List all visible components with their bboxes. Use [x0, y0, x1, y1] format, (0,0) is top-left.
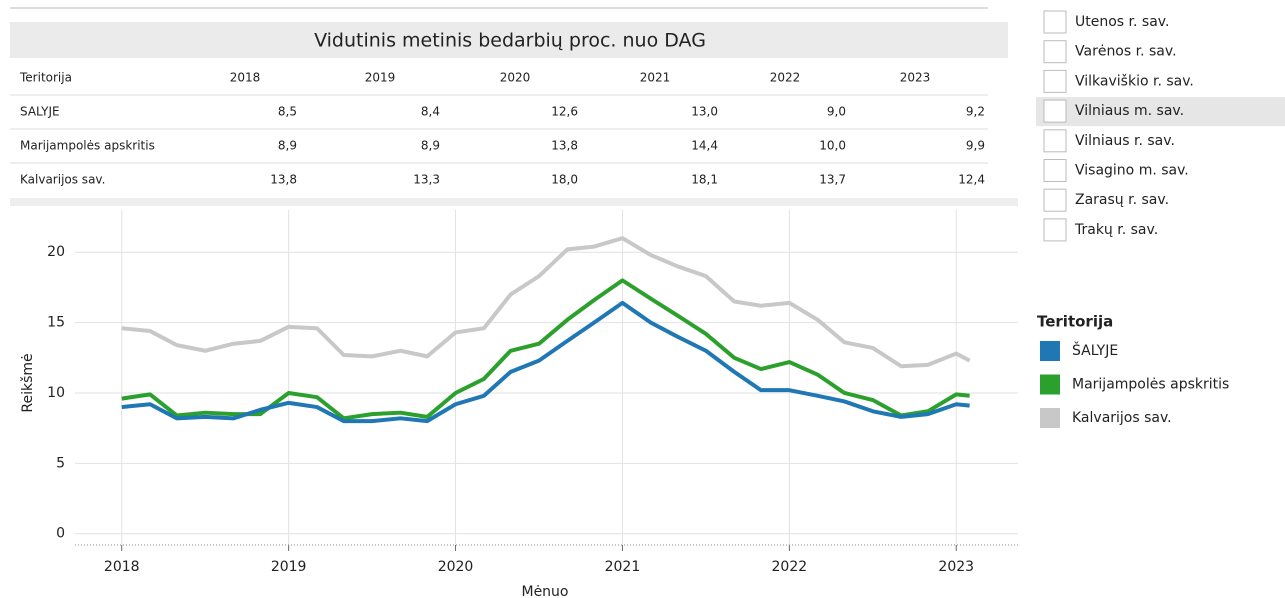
cell: 8,4	[421, 105, 440, 119]
column-header: 2022	[770, 71, 801, 85]
y-tick-label: 0	[56, 526, 65, 542]
column-header: 2023	[900, 71, 931, 85]
x-tick-label: 2022	[772, 559, 808, 575]
legend-label: ŠALYJE	[1072, 341, 1118, 359]
cell: 14,4	[691, 139, 718, 153]
y-tick-label: 20	[47, 244, 65, 260]
filter-item[interactable]: Utenos r. sav.	[1075, 14, 1169, 30]
x-tick-label: 2021	[605, 559, 641, 575]
cell: 13,0	[691, 105, 718, 119]
column-header: 2019	[365, 71, 396, 85]
row-label: Kalvarijos sav.	[20, 173, 105, 187]
highlight	[1036, 97, 1285, 127]
row-label: SALYJE	[20, 105, 60, 119]
title-bar	[10, 22, 1008, 58]
cell: 9,0	[827, 105, 846, 119]
filter-item[interactable]: Trakų r. sav.	[1074, 222, 1158, 238]
column-header: 2020	[500, 71, 531, 85]
checkbox[interactable]	[1043, 10, 1067, 34]
cell: 13,3	[413, 173, 440, 187]
row-label: Marijampolės apskritis	[20, 139, 155, 153]
legend-label: Kalvarijos sav.	[1072, 410, 1172, 426]
filter-item[interactable]: Vilniaus r. sav.	[1075, 133, 1175, 149]
y-tick-label: 15	[47, 315, 65, 331]
y-axis-label: Reikšmė	[20, 353, 36, 412]
legend-swatch	[1040, 408, 1060, 428]
legend-label: Marijampolės apskritis	[1072, 377, 1229, 393]
checkbox[interactable]	[1043, 159, 1067, 182]
separator	[10, 198, 1018, 206]
x-tick-label: 2018	[104, 559, 140, 575]
cell: 13,7	[819, 173, 846, 187]
x-tick-label: 2023	[938, 559, 974, 575]
cell: 8,5	[278, 105, 297, 119]
cell: 18,0	[551, 173, 578, 187]
legend-title: Teritorija	[1037, 313, 1113, 331]
series-line	[121, 278, 970, 421]
cell: 9,2	[966, 105, 985, 119]
y-tick-label: 10	[47, 385, 65, 401]
x-tick-label: 2019	[271, 559, 307, 575]
column-header: 2021	[640, 71, 671, 85]
series-line	[121, 300, 970, 424]
cell: 8,9	[278, 139, 297, 153]
checkbox[interactable]	[1043, 218, 1067, 242]
column-header: Teritorija	[19, 71, 72, 85]
y-tick-label: 5	[56, 455, 65, 471]
x-tick-label: 2020	[438, 559, 474, 575]
filter-item[interactable]: Vilniaus m. sav.	[1075, 103, 1184, 119]
legend-swatch	[1040, 341, 1060, 361]
series-line	[121, 236, 971, 369]
cell: 12,4	[958, 173, 985, 187]
checkbox[interactable]	[1043, 99, 1067, 123]
checkbox[interactable]	[1043, 188, 1067, 212]
cell: 12,6	[551, 105, 578, 119]
checkbox[interactable]	[1043, 69, 1067, 93]
cell: 18,1	[691, 173, 718, 187]
x-axis-label: Mėnuo	[521, 584, 568, 598]
cell: 9,9	[966, 139, 985, 153]
table-title: Vidutinis metinis bedarbių proc. nuo DAG	[314, 30, 706, 52]
cell: 8,9	[421, 139, 440, 153]
column-header: 2018	[230, 71, 261, 85]
filter-item[interactable]: Varėnos r. sav.	[1075, 44, 1177, 60]
checkbox[interactable]	[1043, 40, 1067, 64]
legend-swatch	[1040, 374, 1060, 395]
filter-item[interactable]: Visagino m. sav.	[1075, 163, 1189, 179]
cell: 13,8	[270, 173, 297, 187]
cell: 10,0	[819, 139, 846, 153]
filter-item[interactable]: Zarasų r. sav.	[1075, 192, 1169, 208]
checkbox[interactable]	[1043, 129, 1067, 153]
cell: 13,8	[551, 139, 578, 153]
filter-item[interactable]: Vilkaviškio r. sav.	[1075, 73, 1194, 89]
